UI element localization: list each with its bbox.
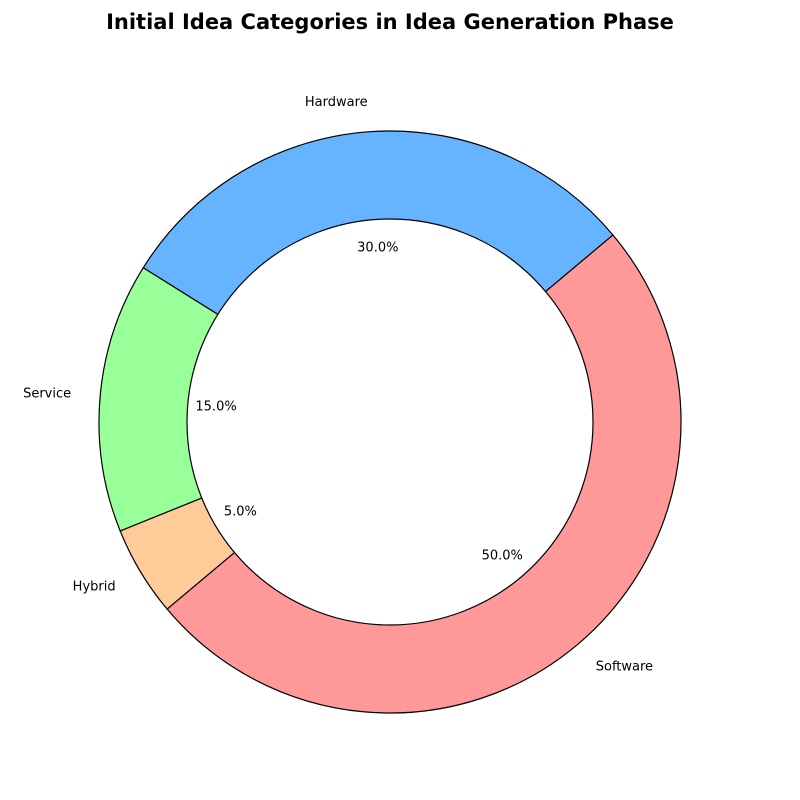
category-label-hybrid: Hybrid bbox=[73, 579, 116, 594]
category-label-hardware: Hardware bbox=[305, 95, 368, 110]
category-label-software: Software bbox=[596, 660, 653, 675]
labels-layer: Software 50.0% Hardware 30.0% Service 15.0% Hy… bbox=[23, 95, 653, 675]
donut-hole bbox=[186, 218, 594, 626]
chart-title: Initial Idea Categories in Idea Generati… bbox=[106, 10, 674, 34]
percent-label-service: 15.0% bbox=[195, 399, 236, 414]
category-label-service: Service bbox=[23, 387, 71, 402]
percent-label-hybrid: 5.0% bbox=[224, 504, 257, 519]
percent-label-software: 50.0% bbox=[482, 548, 523, 563]
percent-label-hardware: 30.0% bbox=[357, 240, 398, 255]
